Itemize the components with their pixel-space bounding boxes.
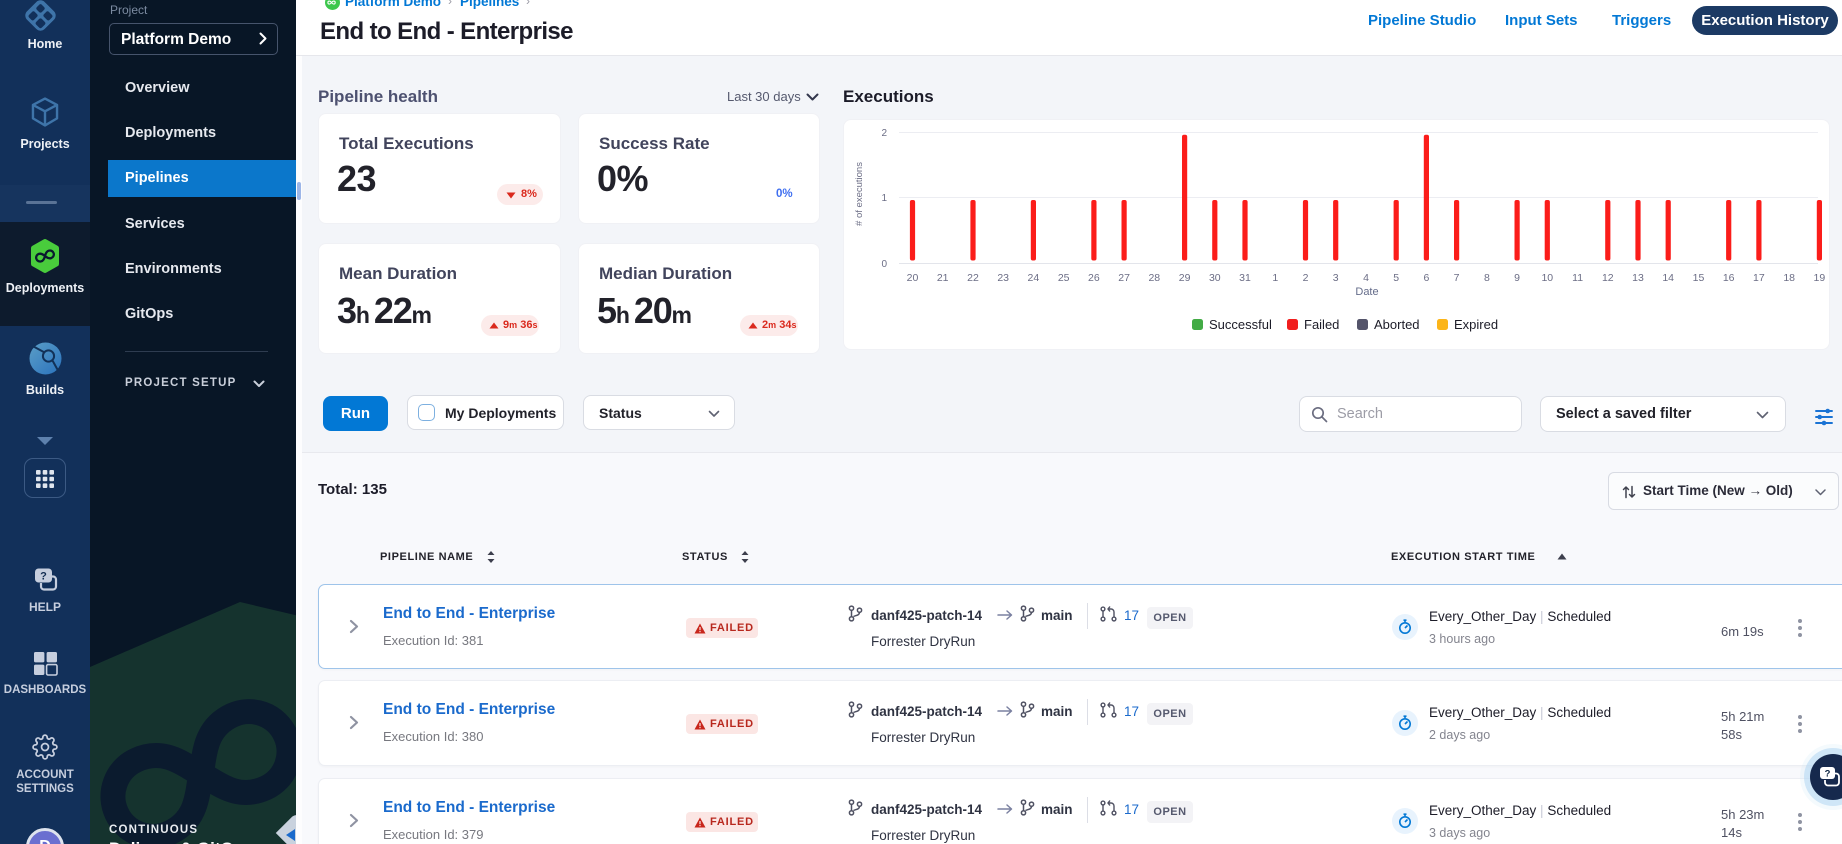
svg-text:8: 8: [1484, 272, 1490, 284]
svg-text:29: 29: [1179, 272, 1191, 284]
svg-text:18: 18: [1783, 272, 1795, 284]
svg-text:Date: Date: [1355, 286, 1378, 298]
svg-text:26: 26: [1088, 272, 1100, 284]
svg-text:2: 2: [1303, 272, 1309, 284]
svg-text:?: ?: [1825, 769, 1831, 780]
svg-text:6: 6: [1423, 272, 1429, 284]
svg-text:Expired: Expired: [1454, 317, 1498, 332]
svg-text:17: 17: [1753, 272, 1765, 284]
svg-text:19: 19: [1814, 272, 1826, 284]
svg-text:0: 0: [881, 259, 887, 270]
svg-text:22: 22: [967, 272, 979, 284]
svg-text:?: ?: [40, 571, 47, 583]
svg-text:Failed: Failed: [1304, 317, 1339, 332]
svg-text:15: 15: [1693, 272, 1705, 284]
svg-text:4: 4: [1363, 272, 1369, 284]
svg-text:24: 24: [1028, 272, 1040, 284]
svg-text:Successful: Successful: [1209, 317, 1272, 332]
svg-text:16: 16: [1723, 272, 1735, 284]
svg-text:1: 1: [1272, 272, 1278, 284]
svg-text:28: 28: [1148, 272, 1160, 284]
svg-text:3: 3: [1333, 272, 1339, 284]
svg-text:7: 7: [1454, 272, 1460, 284]
svg-text:21: 21: [937, 272, 949, 284]
svg-text:# of executions: # of executions: [854, 162, 865, 226]
svg-text:12: 12: [1602, 272, 1614, 284]
svg-text:5: 5: [1393, 272, 1399, 284]
svg-text:2: 2: [881, 128, 887, 139]
svg-text:14: 14: [1662, 272, 1674, 284]
svg-text:11: 11: [1572, 272, 1583, 284]
svg-text:20: 20: [907, 272, 919, 284]
svg-text:Aborted: Aborted: [1374, 317, 1420, 332]
svg-text:13: 13: [1632, 272, 1644, 284]
svg-text:23: 23: [997, 272, 1009, 284]
svg-text:27: 27: [1118, 272, 1130, 284]
svg-text:30: 30: [1209, 272, 1221, 284]
svg-text:10: 10: [1541, 272, 1553, 284]
svg-text:31: 31: [1239, 272, 1251, 284]
svg-text:1: 1: [881, 193, 887, 204]
svg-text:25: 25: [1058, 272, 1070, 284]
svg-text:9: 9: [1514, 272, 1520, 284]
